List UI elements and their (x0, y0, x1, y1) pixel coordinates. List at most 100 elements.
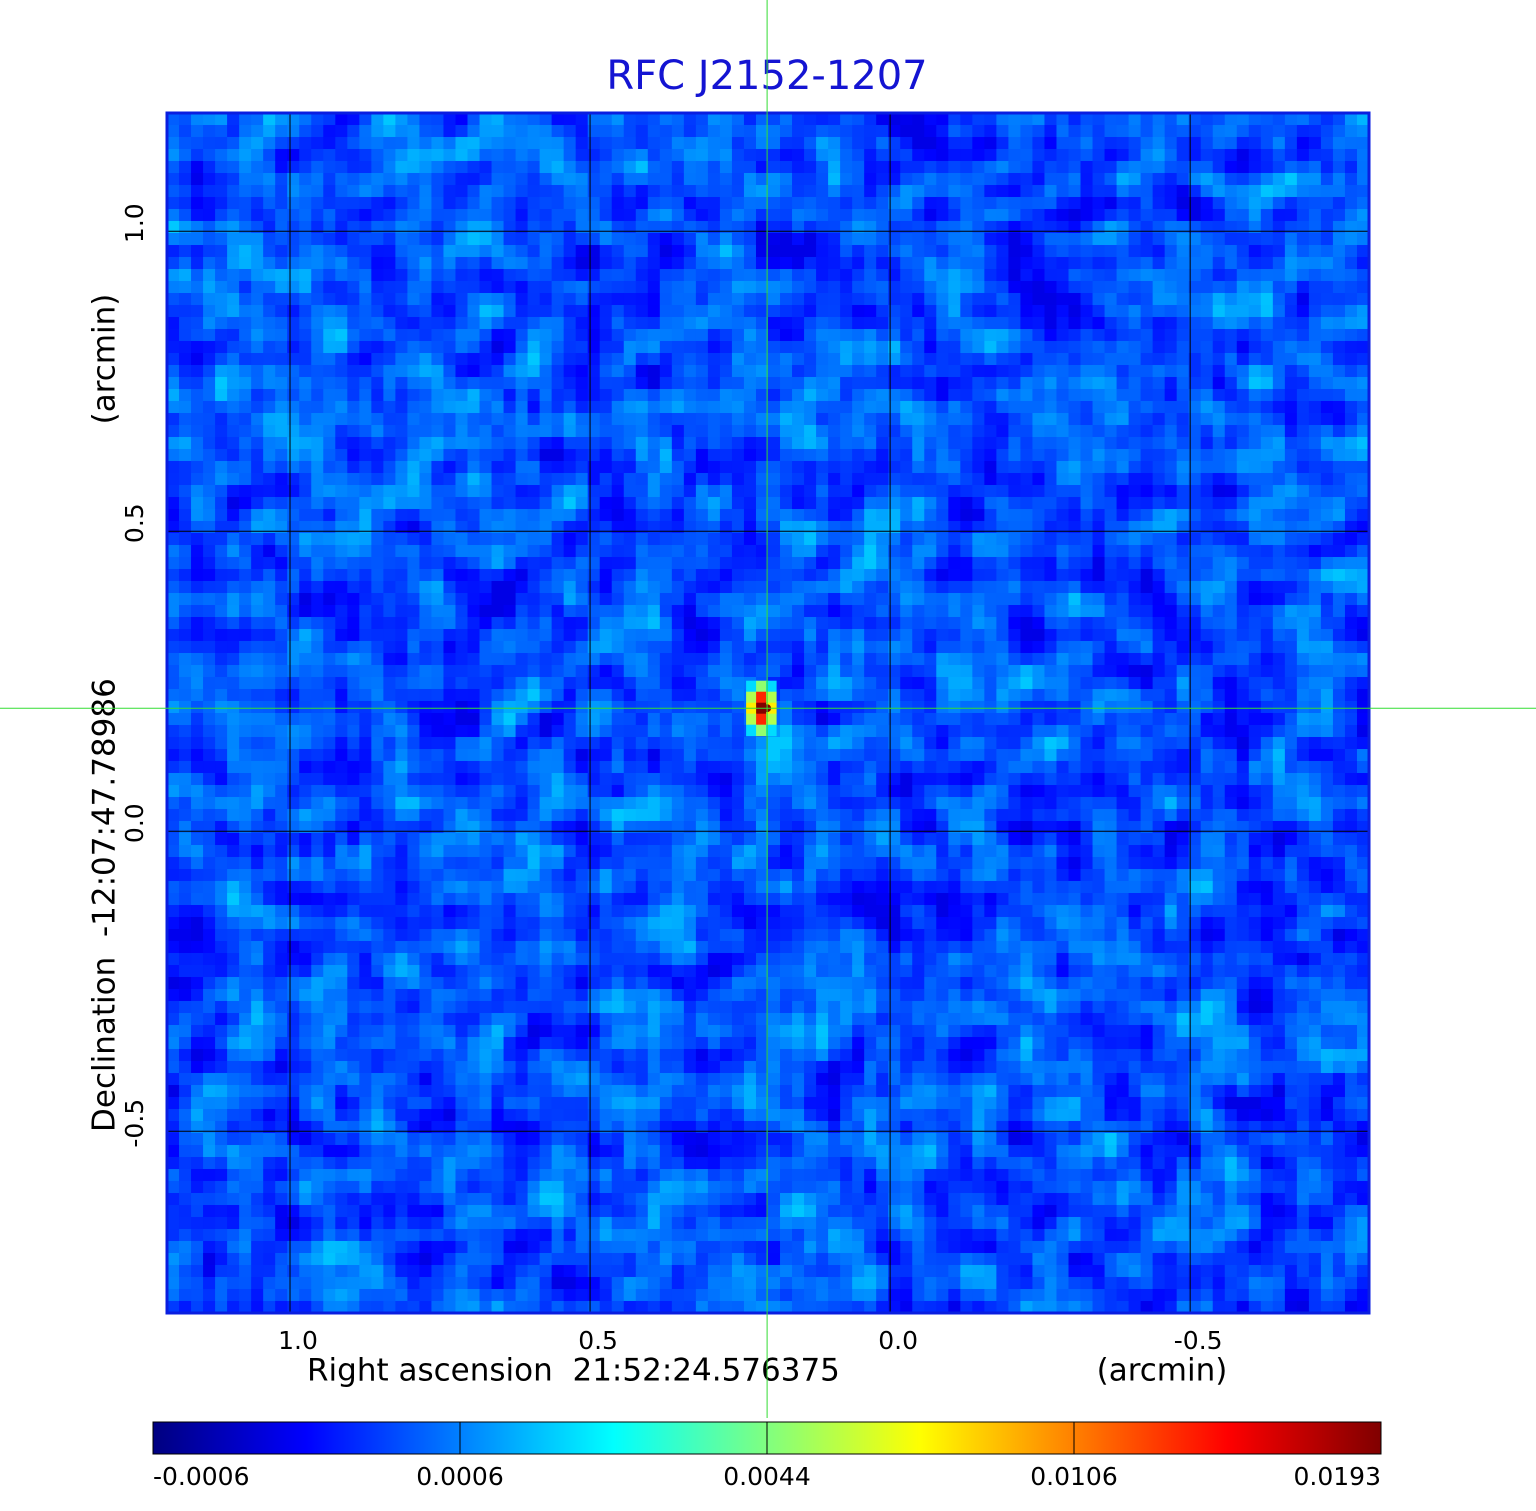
noise-pixel (455, 461, 468, 474)
noise-pixel (515, 593, 529, 606)
noise-pixel (539, 533, 553, 546)
noise-pixel (1032, 317, 1045, 330)
noise-pixel (647, 689, 661, 702)
noise-pixel (1008, 413, 1021, 426)
noise-pixel (1236, 701, 1250, 714)
noise-pixel (1188, 341, 1202, 354)
noise-pixel (900, 413, 913, 426)
noise-pixel (515, 413, 529, 426)
noise-pixel (1176, 545, 1190, 558)
noise-pixel (1008, 665, 1021, 678)
noise-pixel (912, 113, 925, 126)
noise-pixel (299, 233, 312, 246)
noise-pixel (455, 209, 468, 222)
noise-pixel (1140, 209, 1154, 222)
noise-pixel (707, 665, 721, 678)
noise-pixel (792, 521, 805, 534)
noise-pixel (1044, 497, 1057, 510)
noise-pixel (707, 653, 721, 666)
noise-pixel (828, 113, 841, 126)
noise-pixel (1080, 353, 1094, 366)
noise-pixel (347, 401, 360, 414)
noise-pixel (792, 437, 805, 450)
noise-pixel (647, 389, 661, 402)
noise-pixel (383, 665, 396, 678)
noise-pixel (1212, 245, 1226, 258)
noise-pixel (203, 665, 216, 678)
noise-pixel (227, 377, 240, 390)
noise-pixel (780, 269, 793, 282)
noise-pixel (227, 485, 240, 498)
noise-pixel (1224, 125, 1238, 138)
noise-pixel (996, 317, 1009, 330)
noise-pixel (1176, 413, 1190, 426)
noise-pixel (948, 437, 961, 450)
noise-pixel (816, 641, 829, 654)
noise-pixel (792, 509, 805, 522)
noise-pixel (755, 641, 769, 654)
noise-pixel (551, 353, 565, 366)
noise-pixel (743, 365, 757, 378)
noise-pixel (864, 269, 877, 282)
noise-pixel (683, 137, 697, 150)
noise-pixel (948, 317, 961, 330)
noise-pixel (251, 449, 264, 462)
noise-pixel (467, 401, 481, 414)
noise-pixel (804, 257, 817, 270)
noise-pixel (1188, 593, 1202, 606)
noise-pixel (1236, 641, 1250, 654)
noise-pixel (1284, 377, 1298, 390)
noise-pixel (191, 149, 204, 162)
noise-pixel (251, 677, 264, 690)
noise-pixel (1104, 509, 1118, 522)
noise-pixel (371, 317, 384, 330)
noise-pixel (1308, 329, 1322, 342)
noise-pixel (1212, 413, 1226, 426)
noise-pixel (527, 137, 541, 150)
noise-pixel (587, 581, 601, 594)
noise-pixel (323, 113, 336, 126)
noise-pixel (527, 221, 541, 234)
noise-pixel (611, 509, 625, 522)
noise-pixel (1104, 245, 1118, 258)
noise-pixel (407, 365, 420, 378)
noise-pixel (1080, 317, 1094, 330)
noise-pixel (395, 209, 408, 222)
noise-pixel (852, 125, 865, 138)
noise-pixel (1008, 341, 1021, 354)
noise-pixel (431, 221, 444, 234)
noise-pixel (287, 137, 300, 150)
noise-pixel (1284, 365, 1298, 378)
noise-pixel (876, 593, 889, 606)
noise-pixel (647, 437, 661, 450)
noise-pixel (900, 617, 913, 630)
noise-pixel (563, 353, 577, 366)
noise-pixel (407, 509, 420, 522)
noise-pixel (683, 689, 697, 702)
noise-pixel (924, 689, 937, 702)
noise-pixel (1068, 653, 1082, 666)
noise-pixel (611, 113, 625, 126)
noise-pixel (599, 209, 613, 222)
noise-pixel (683, 377, 697, 390)
noise-pixel (960, 509, 973, 522)
noise-pixel (1068, 149, 1082, 162)
noise-pixel (251, 281, 264, 294)
noise-pixel (1140, 581, 1154, 594)
noise-pixel (1356, 125, 1370, 138)
noise-pixel (780, 125, 793, 138)
noise-pixel (359, 125, 372, 138)
noise-pixel (719, 161, 733, 174)
noise-pixel (1356, 329, 1370, 342)
noise-pixel (311, 137, 324, 150)
noise-pixel (491, 509, 505, 522)
noise-pixel (864, 425, 877, 438)
noise-pixel (647, 413, 661, 426)
noise-pixel (1056, 293, 1069, 306)
noise-pixel (1176, 173, 1190, 186)
noise-pixel (792, 269, 805, 282)
noise-pixel (299, 641, 312, 654)
noise-pixel (1320, 161, 1334, 174)
noise-pixel (1008, 281, 1021, 294)
noise-pixel (1188, 653, 1202, 666)
